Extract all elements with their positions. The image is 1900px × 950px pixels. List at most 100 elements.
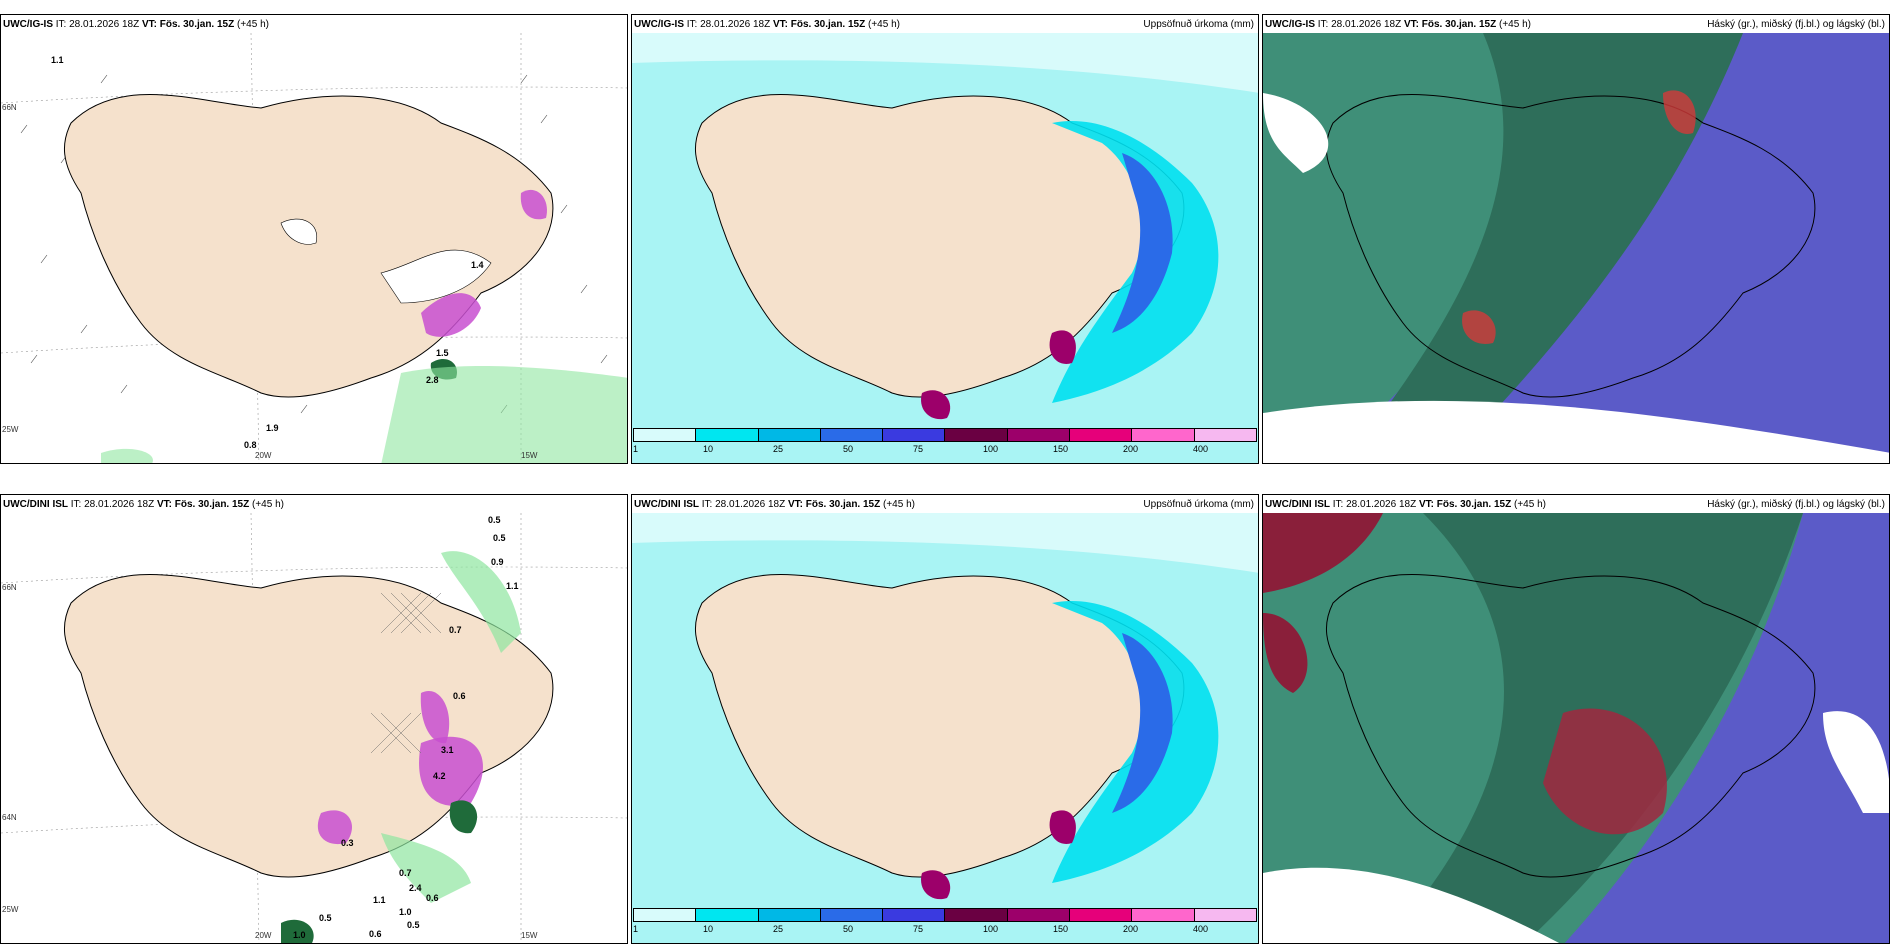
- init-time: 28.01.2026 18Z: [1331, 19, 1402, 30]
- axis-label: 20W: [255, 931, 272, 940]
- value-label: 1.0: [293, 930, 306, 940]
- lead-time: (+45 h): [252, 499, 284, 510]
- legend-tick: 25: [773, 444, 784, 454]
- legend-tick: 1: [633, 444, 639, 454]
- value-label: 1.1: [51, 55, 64, 65]
- legend-tick: 100: [983, 444, 999, 454]
- valid-time: Fös. 30.jan. 15Z: [174, 499, 250, 510]
- legend-tick: 75: [913, 444, 924, 454]
- legend-tick: 200: [1123, 924, 1139, 934]
- legend-swatch: [634, 909, 697, 921]
- panel-top-right: UWC/IG-IS IT: 28.01.2026 18Z VT: Fös. 30…: [1262, 14, 1890, 464]
- it-label: IT:: [701, 499, 713, 510]
- precip-map: [632, 513, 1258, 943]
- panel-bottom-right: UWC/DINI ISL IT: 28.01.2026 18Z VT: Fös.…: [1262, 494, 1890, 944]
- legend-tick: 50: [843, 924, 854, 934]
- lead-time: (+45 h): [1499, 19, 1531, 30]
- legend-swatch: [1194, 909, 1256, 921]
- value-label: 1.4: [471, 260, 484, 270]
- init-time: 28.01.2026 18Z: [700, 19, 771, 30]
- value-label: 0.8: [244, 440, 257, 450]
- legend-swatch: [1070, 909, 1133, 921]
- value-label: 0.5: [493, 533, 506, 543]
- axis-label: 25W: [2, 905, 19, 914]
- legend-swatch: [1070, 429, 1133, 441]
- legend-swatch: [945, 909, 1008, 921]
- legend-swatch: [1007, 909, 1071, 921]
- vt-label: VT:: [772, 19, 788, 30]
- value-label: 0.6: [453, 691, 466, 701]
- legend-tick: 75: [913, 924, 924, 934]
- it-label: IT:: [55, 19, 67, 30]
- legend-swatch: [883, 909, 946, 921]
- panel-bottom-left: UWC/DINI ISL IT: 28.01.2026 18Z VT: Fös.…: [0, 494, 628, 944]
- value-label: 1.5: [436, 348, 449, 358]
- axis-label: 66N: [2, 103, 17, 112]
- axis-label: 25W: [2, 425, 19, 434]
- legend-tick: 400: [1193, 924, 1209, 934]
- legend-tick: 400: [1193, 444, 1209, 454]
- model-name: UWC/IG-IS: [634, 19, 684, 30]
- wind-precip-map: [1, 513, 627, 943]
- wind-precip-map: [1, 33, 627, 463]
- legend-swatch: [883, 429, 946, 441]
- panel-header: UWC/IG-IS IT: 28.01.2026 18Z VT: Fös. 30…: [1265, 18, 1885, 32]
- panel-header: UWC/DINI ISL IT: 28.01.2026 18Z VT: Fös.…: [634, 498, 1254, 512]
- value-label: 0.7: [399, 868, 412, 878]
- it-label: IT:: [686, 19, 698, 30]
- cloud-map: [1263, 33, 1889, 463]
- legend-tick: 50: [843, 444, 854, 454]
- panel-top-left: UWC/IG-IS IT: 28.01.2026 18Z VT: Fös. 30…: [0, 14, 628, 464]
- panel-header: UWC/IG-IS IT: 28.01.2026 18Z VT: Fös. 30…: [634, 18, 1254, 32]
- init-time: 28.01.2026 18Z: [69, 19, 140, 30]
- value-label: 0.7: [449, 625, 462, 635]
- map-title: Háský (gr.), miðský (fj.bl.) og lágský (…: [1707, 499, 1885, 510]
- model-name: UWC/DINI ISL: [1265, 499, 1330, 510]
- value-label: 1.1: [506, 581, 519, 591]
- precip-map: [632, 33, 1258, 463]
- panel-bottom-middle: UWC/DINI ISL IT: 28.01.2026 18Z VT: Fös.…: [631, 494, 1259, 944]
- it-label: IT:: [1332, 499, 1344, 510]
- legend-swatch: [820, 429, 884, 441]
- valid-time: Fös. 30.jan. 15Z: [1436, 499, 1512, 510]
- axis-label: 15W: [521, 451, 538, 460]
- value-label: 0.5: [488, 515, 501, 525]
- legend-tick: 10: [703, 444, 714, 454]
- value-label: 0.9: [491, 557, 504, 567]
- it-label: IT:: [1317, 19, 1329, 30]
- valid-time: Fös. 30.jan. 15Z: [805, 499, 881, 510]
- vt-label: VT:: [1418, 499, 1434, 510]
- value-label: 1.0: [399, 907, 412, 917]
- precip-legend: 1 10 25 50 75 100 150 200 400: [633, 428, 1257, 462]
- legend-swatch: [758, 909, 821, 921]
- value-label: 0.3: [341, 838, 354, 848]
- precip-legend: 1 10 25 50 75 100 150 200 400: [633, 908, 1257, 942]
- legend-swatch: [1132, 429, 1195, 441]
- valid-time: Fös. 30.jan. 15Z: [159, 19, 235, 30]
- vt-label: VT:: [156, 499, 172, 510]
- axis-label: 15W: [521, 931, 538, 940]
- init-time: 28.01.2026 18Z: [1346, 499, 1417, 510]
- lead-time: (+45 h): [237, 19, 269, 30]
- lead-time: (+45 h): [868, 19, 900, 30]
- value-label: 3.1: [441, 745, 454, 755]
- value-label: 4.2: [433, 771, 446, 781]
- legend-tick: 150: [1053, 924, 1069, 934]
- legend-colorbar: [633, 428, 1257, 442]
- map-title: Uppsöfnuð úrkoma (mm): [1143, 499, 1254, 510]
- legend-swatch: [945, 429, 1008, 441]
- value-label: 2.4: [409, 883, 422, 893]
- legend-swatch: [1132, 909, 1195, 921]
- vt-label: VT:: [787, 499, 803, 510]
- legend-swatch: [820, 909, 884, 921]
- valid-time: Fös. 30.jan. 15Z: [790, 19, 866, 30]
- value-label: 1.1: [373, 895, 386, 905]
- axis-label: 64N: [2, 813, 17, 822]
- legend-tick: 150: [1053, 444, 1069, 454]
- map-title: Uppsöfnuð úrkoma (mm): [1143, 19, 1254, 30]
- legend-tick: 200: [1123, 444, 1139, 454]
- model-name: UWC/DINI ISL: [634, 499, 699, 510]
- legend-swatch: [1194, 429, 1256, 441]
- legend-tick: 10: [703, 924, 714, 934]
- legend-tick: 25: [773, 924, 784, 934]
